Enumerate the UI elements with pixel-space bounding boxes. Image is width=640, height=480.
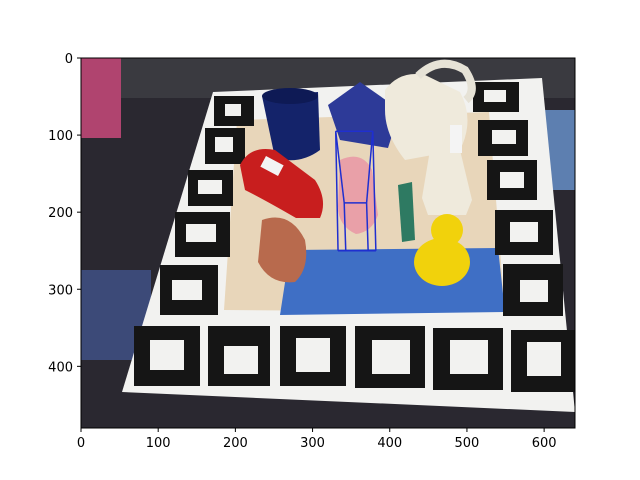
x-tick-label: 400: [377, 436, 402, 451]
x-tick-label: 500: [455, 436, 480, 451]
bounding-box-overlay: [334, 130, 377, 252]
x-tick-label: 100: [146, 436, 171, 451]
x-tick-label: 600: [532, 436, 557, 451]
axes-frame: [80, 57, 576, 429]
bounding-box-edge: [334, 131, 345, 204]
glue-bottle: [422, 150, 472, 215]
mug-rim: [262, 88, 318, 104]
y-tick-label: 400: [48, 360, 73, 375]
yellow-duck-head: [431, 214, 463, 246]
watering-can-handle: [415, 59, 476, 104]
bounding-box-edge: [372, 131, 377, 251]
y-tick-label: 300: [48, 283, 73, 298]
x-axis: 0 100 200 300 400 500 600: [77, 428, 557, 451]
bounding-box-edge: [365, 202, 369, 251]
pink-figure: [338, 156, 378, 234]
y-axis: 0 100 200 300 400: [48, 52, 81, 375]
bounding-box-edge: [365, 131, 374, 203]
y-tick-label: 200: [48, 206, 73, 221]
x-tick-label: 300: [300, 436, 325, 451]
y-tick-label: 100: [48, 129, 73, 144]
yellow-duck-body: [414, 238, 470, 286]
blue-mug: [262, 92, 320, 161]
glue-cap: [450, 125, 462, 153]
green-figure: [398, 182, 415, 242]
marker-patterns: [150, 90, 561, 376]
bounding-box-edge: [334, 131, 339, 251]
clay-figure: [258, 217, 307, 283]
x-tick-label: 200: [223, 436, 248, 451]
image-plot-area: [81, 58, 575, 428]
car-window: [260, 156, 284, 176]
watering-can: [385, 74, 468, 160]
left-binder: [81, 58, 121, 138]
y-tick-label: 0: [65, 52, 73, 67]
bounding-box-edge: [343, 202, 347, 251]
blue-poster: [280, 248, 505, 315]
x-tick-label: 0: [77, 436, 85, 451]
